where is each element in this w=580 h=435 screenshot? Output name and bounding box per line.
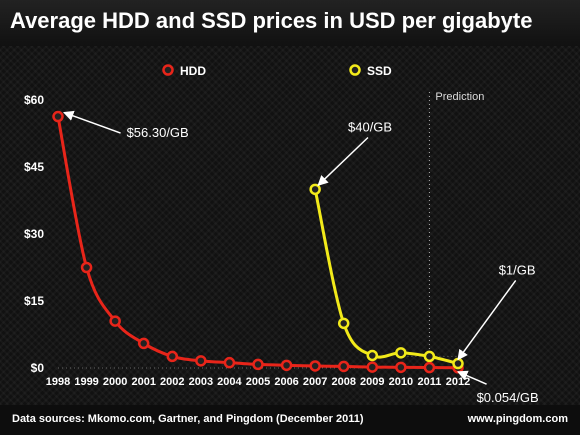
annotation-arrow xyxy=(63,110,121,134)
chart-area xyxy=(0,46,580,405)
chart-title: Average HDD and SSD prices in USD per gi… xyxy=(10,8,533,33)
x-tick-label: 2005 xyxy=(246,376,270,388)
y-tick-label: $60 xyxy=(24,93,44,107)
x-tick-label: 1999 xyxy=(74,376,98,388)
footer: Data sources: Mkomo.com, Gartner, and Pi… xyxy=(0,405,580,435)
annotation-hdd-2012: $0.054/GB xyxy=(477,390,539,405)
legend-marker-hdd xyxy=(162,64,174,76)
y-tick-label: $30 xyxy=(24,227,44,241)
data-point-hdd xyxy=(309,360,321,372)
x-tick-label: 1998 xyxy=(46,376,70,388)
data-point-hdd xyxy=(337,360,350,373)
title-bar: Average HDD and SSD prices in USD per gi… xyxy=(0,0,580,46)
y-tick-label: $0 xyxy=(31,361,45,375)
data-point-hdd xyxy=(252,358,264,371)
legend-label-hdd: HDD xyxy=(180,64,206,78)
data-point-hdd xyxy=(137,337,150,350)
annotation-hdd-1998: $56.30/GB xyxy=(127,125,189,140)
data-point-hdd xyxy=(223,356,236,369)
data-point-ssd xyxy=(423,350,436,363)
prediction-label: Prediction xyxy=(435,91,484,103)
annotation-arrow xyxy=(317,136,369,187)
series-line-hdd xyxy=(56,116,459,370)
data-point-ssd xyxy=(366,349,379,362)
x-tick-label: 2002 xyxy=(160,376,184,388)
data-point-hdd xyxy=(166,350,179,363)
annotation-ssd-2012: $1/GB xyxy=(499,262,536,277)
data-point-hdd xyxy=(80,261,93,274)
data-point-ssd xyxy=(337,317,350,330)
data-point-hdd xyxy=(52,110,64,123)
x-tick-label: 2007 xyxy=(303,376,327,388)
annotation-arrow xyxy=(457,279,517,361)
data-point-hdd xyxy=(195,355,207,367)
x-tick-label: 2008 xyxy=(331,376,355,388)
x-tick-label: 2003 xyxy=(189,376,213,388)
x-tick-label: 2010 xyxy=(389,376,413,388)
data-point-ssd xyxy=(309,183,321,196)
x-tick-label: 2000 xyxy=(103,376,127,388)
data-point-hdd xyxy=(366,361,379,373)
data-point-hdd xyxy=(280,359,293,372)
data-point-ssd xyxy=(395,347,407,359)
y-tick-label: $45 xyxy=(24,160,44,174)
annotation-ssd-2007: $40/GB xyxy=(348,120,392,135)
x-tick-label: 2011 xyxy=(417,376,441,388)
y-tick-label: $15 xyxy=(24,294,44,308)
footer-site-link[interactable]: www.pingdom.com xyxy=(467,413,568,425)
x-tick-label: 2006 xyxy=(274,376,298,388)
legend-marker-ssd xyxy=(349,64,361,76)
annotation-arrow xyxy=(457,370,487,385)
series-line-ssd xyxy=(313,189,459,365)
legend-label-ssd: SSD xyxy=(367,64,392,78)
x-tick-label: 2012 xyxy=(446,376,470,388)
x-tick-label: 2001 xyxy=(131,376,155,388)
footer-source: Data sources: Mkomo.com, Gartner, and Pi… xyxy=(12,413,364,425)
data-point-hdd xyxy=(423,361,436,374)
data-point-hdd xyxy=(109,315,121,327)
data-point-hdd xyxy=(395,361,407,374)
x-tick-label: 2004 xyxy=(217,376,242,388)
data-point-ssd xyxy=(452,357,464,370)
x-tick-label: 2009 xyxy=(360,376,384,388)
